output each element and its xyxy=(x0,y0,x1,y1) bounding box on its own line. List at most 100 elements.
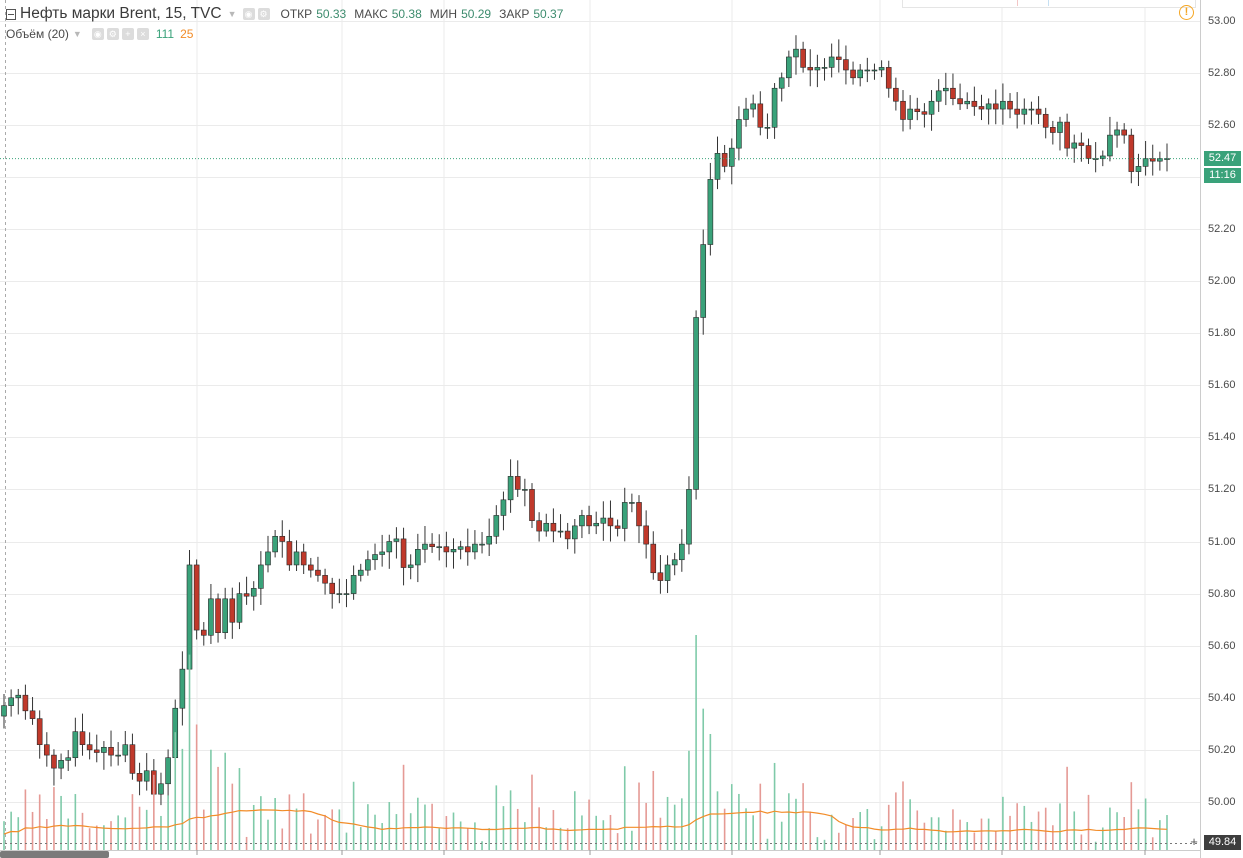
volume-bar xyxy=(359,827,362,850)
volume-bar xyxy=(81,812,84,850)
volume-bar xyxy=(231,783,234,850)
close-key: ЗАКР xyxy=(499,7,530,21)
volume-bar xyxy=(602,820,605,850)
symbol-title[interactable]: Нефть марки Brent, 15, TVC xyxy=(20,5,222,22)
candle-body xyxy=(757,103,764,128)
volume-bar xyxy=(103,825,105,850)
candle-body xyxy=(36,718,43,745)
volume-bar xyxy=(837,832,840,850)
candle-body xyxy=(1000,100,1006,110)
candle-body xyxy=(935,90,942,102)
volume-bar xyxy=(88,828,91,850)
volume-bar xyxy=(788,793,790,850)
volume-bar xyxy=(702,708,705,850)
price-tick-label: 51.80 xyxy=(1208,327,1236,340)
close-value: 50.37 xyxy=(533,7,564,21)
alert-clock-icon[interactable]: ! xyxy=(1179,5,1194,20)
volume-bar xyxy=(1052,825,1054,850)
high-value: 50.38 xyxy=(391,7,422,21)
candle-body xyxy=(600,517,607,524)
volume-bar xyxy=(980,818,983,850)
candle-body xyxy=(1099,155,1106,159)
volume-bar xyxy=(1059,803,1061,850)
price-tick-label: 50.40 xyxy=(1208,691,1236,704)
candle-body xyxy=(229,598,236,623)
candle-body xyxy=(1128,134,1135,172)
candle-body xyxy=(15,694,22,699)
candle-body xyxy=(579,515,585,527)
candle-body xyxy=(1057,121,1063,133)
volume-bar xyxy=(809,811,812,850)
candle-body xyxy=(985,103,992,110)
candle-body xyxy=(479,543,485,546)
candle-body xyxy=(507,476,514,501)
candle-body xyxy=(65,757,72,761)
volume-bar xyxy=(238,768,241,850)
volume-bar xyxy=(274,798,276,850)
candle-body xyxy=(764,127,771,129)
price-tick-label: 50.80 xyxy=(1208,587,1236,600)
volume-bar xyxy=(823,839,826,850)
volume-bar xyxy=(623,766,626,850)
candle-body xyxy=(857,69,863,79)
volume-ma-line xyxy=(3,809,1168,835)
candle-body xyxy=(950,87,956,99)
candle-body xyxy=(928,100,935,115)
candle-body xyxy=(336,593,343,595)
candle-body xyxy=(707,179,714,245)
candle-body xyxy=(636,502,642,527)
candle-body xyxy=(1121,129,1127,136)
candle-body xyxy=(165,757,171,785)
settings-icon[interactable]: ⚙ xyxy=(257,8,270,20)
candle-body xyxy=(457,546,464,550)
chevron-down-icon[interactable]: ▼ xyxy=(72,29,82,39)
volume-bar xyxy=(738,793,740,850)
volume-bar xyxy=(552,810,555,850)
add-icon[interactable]: + xyxy=(1190,834,1198,849)
candle-body xyxy=(671,559,678,566)
volume-bar xyxy=(581,815,583,850)
chevron-down-icon[interactable]: ▼ xyxy=(227,9,237,19)
volume-bar xyxy=(595,815,598,850)
candle-body xyxy=(1107,134,1113,157)
close-icon[interactable]: × xyxy=(136,28,149,40)
volume-bar xyxy=(866,808,869,850)
eye-icon[interactable]: ◉ xyxy=(242,8,255,20)
candle-body xyxy=(1085,145,1092,159)
candle-body xyxy=(607,517,614,527)
volume-bar xyxy=(1030,821,1033,850)
candle-body xyxy=(1,705,7,717)
candle-body xyxy=(136,773,143,782)
candle-body xyxy=(514,476,521,490)
bottom-price-label: 49.84 xyxy=(1204,835,1241,850)
volume-bar xyxy=(524,822,526,850)
candle-body xyxy=(900,100,906,120)
candle-body xyxy=(1135,166,1142,172)
volume-bar xyxy=(588,799,590,850)
volume-bar xyxy=(966,822,969,850)
volume-bar xyxy=(945,830,947,850)
volume-label[interactable]: Объём (20) xyxy=(6,27,69,41)
candle-body xyxy=(1050,127,1056,133)
scrollbar-thumb[interactable] xyxy=(0,851,109,858)
volume-bar xyxy=(1094,841,1097,850)
volume-bar xyxy=(466,828,469,850)
collapse-icon[interactable] xyxy=(6,8,16,20)
eye-icon[interactable]: ◉ xyxy=(91,28,104,40)
candle-body xyxy=(793,48,799,58)
volume-bar xyxy=(716,791,719,850)
candle-body xyxy=(343,593,350,595)
add-icon[interactable]: + xyxy=(121,28,134,40)
candle-body xyxy=(357,569,364,576)
candle-body xyxy=(828,56,835,68)
volume-bar xyxy=(438,828,441,850)
volume-bar xyxy=(909,799,911,850)
volume-bar xyxy=(374,814,376,850)
candle-body xyxy=(308,564,314,571)
candle-body xyxy=(193,564,200,631)
candle-body xyxy=(700,244,707,318)
open-key: ОТКР xyxy=(280,7,313,21)
volume-bar xyxy=(417,797,419,850)
settings-icon[interactable]: ⚙ xyxy=(106,28,119,40)
